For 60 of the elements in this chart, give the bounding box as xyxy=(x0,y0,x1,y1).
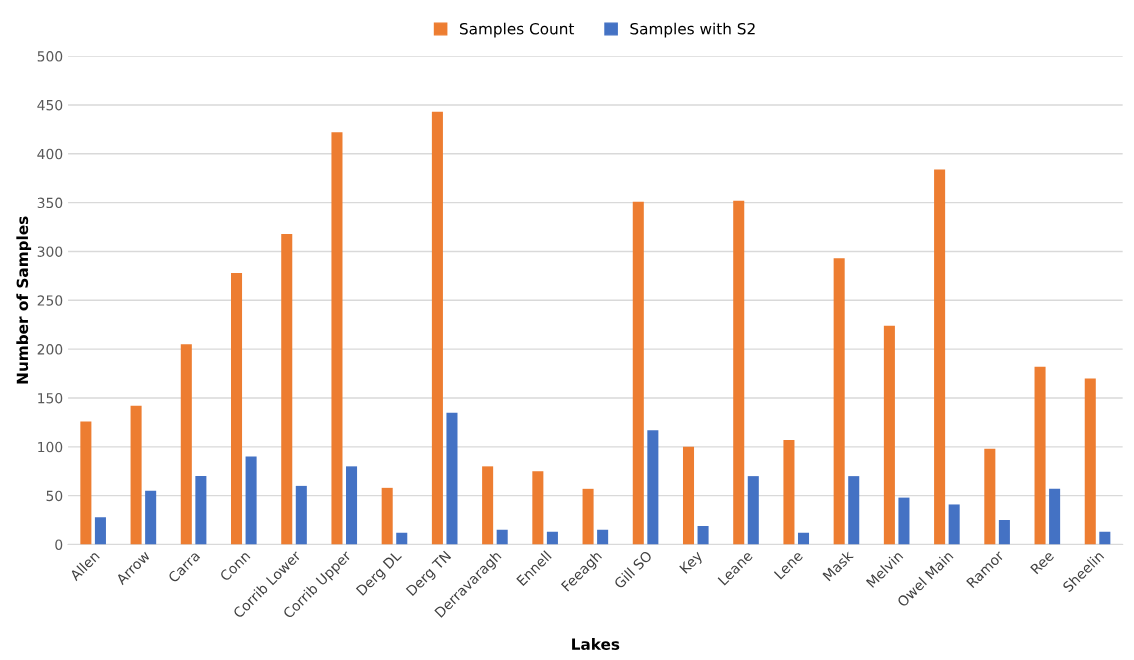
bar xyxy=(1049,488,1061,545)
bar xyxy=(281,233,293,545)
bar xyxy=(984,448,996,545)
bar xyxy=(94,517,106,545)
y-tick-label: 50 xyxy=(46,490,63,502)
y-tick-label: 300 xyxy=(37,246,63,257)
legend-label: Samples with S2 xyxy=(630,22,755,38)
bar xyxy=(431,111,443,545)
bar xyxy=(80,421,92,545)
bar xyxy=(482,466,494,545)
bar xyxy=(145,490,157,545)
x-tick-label: Gill SO xyxy=(613,549,653,590)
y-tick-label: 150 xyxy=(38,392,63,404)
bar xyxy=(647,430,659,545)
bar xyxy=(446,412,458,545)
bar xyxy=(597,529,609,545)
y-tick-label: 200 xyxy=(37,344,63,355)
bar xyxy=(697,525,709,545)
bar xyxy=(396,532,408,545)
bar xyxy=(1084,378,1096,545)
y-axis-title: Number of Samples xyxy=(16,216,32,384)
bar xyxy=(1099,531,1111,545)
bar xyxy=(180,344,192,545)
bar xyxy=(295,485,307,545)
bar xyxy=(898,497,910,545)
y-tick-label: 500 xyxy=(37,51,63,62)
y-tick-label: 350 xyxy=(37,197,63,209)
bar xyxy=(797,532,810,545)
legend-label: Samples Count xyxy=(459,22,575,38)
bar xyxy=(245,456,257,545)
bar xyxy=(948,504,960,545)
y-tick-label: 0 xyxy=(55,539,63,550)
bar xyxy=(682,446,695,545)
x-axis-title: Lakes xyxy=(572,638,620,650)
y-tick-label: 250 xyxy=(37,295,63,306)
x-tick-label: Ree xyxy=(1030,550,1055,575)
x-tick-label: Key xyxy=(679,549,705,576)
bar xyxy=(195,476,207,545)
bar xyxy=(496,529,508,545)
bar xyxy=(883,325,895,545)
bar xyxy=(130,405,142,545)
bar xyxy=(532,471,544,545)
bar xyxy=(848,476,860,545)
bar xyxy=(783,439,795,545)
bar xyxy=(546,531,558,545)
bar xyxy=(582,488,594,545)
bar xyxy=(733,200,745,545)
bar xyxy=(632,201,644,545)
bar xyxy=(231,272,243,545)
bar xyxy=(346,466,358,545)
y-tick-label: 450 xyxy=(37,99,63,111)
y-tick-label: 400 xyxy=(37,148,63,160)
bar xyxy=(381,487,393,545)
bar xyxy=(833,258,845,545)
bar xyxy=(998,520,1010,545)
bar xyxy=(747,476,759,545)
bar xyxy=(331,132,343,545)
bar xyxy=(1034,366,1046,545)
bar xyxy=(934,169,946,545)
y-tick-label: 100 xyxy=(38,441,63,453)
